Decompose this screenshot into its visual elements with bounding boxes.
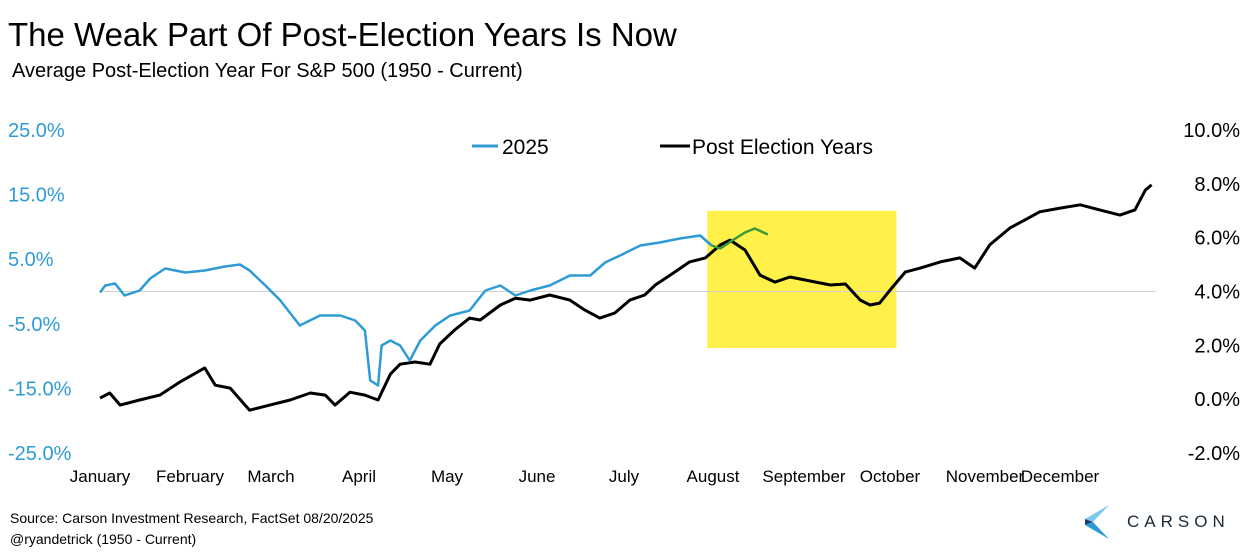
chart-subtitle: Average Post-Election Year For S&P 500 (… — [12, 60, 523, 82]
x-tick-label: May — [431, 467, 464, 486]
y-right-tick-label: 2.0% — [1194, 335, 1240, 357]
y-right-tick-label: 4.0% — [1194, 282, 1240, 304]
legend-label-post-election: Post Election Years — [692, 136, 873, 159]
x-tick-label: July — [609, 467, 640, 486]
y-right-tick-label: 8.0% — [1194, 174, 1240, 196]
y-left-tick-label: -5.0% — [8, 314, 60, 336]
y-left-tick-label: 5.0% — [8, 249, 54, 271]
y-left-tick-label: 25.0% — [8, 120, 65, 142]
carson-logo-icon — [1085, 505, 1109, 539]
x-tick-label: June — [519, 467, 556, 486]
x-tick-label: February — [156, 467, 225, 486]
x-tick-label: April — [342, 467, 376, 486]
x-tick-label: October — [860, 467, 921, 486]
x-tick-label: March — [247, 467, 294, 486]
line-chart: 25.0% 15.0% 5.0% -5.0% -15.0% -25.0% 10.0% 8.0%… — [8, 120, 1240, 486]
chart-title: The Weak Part Of Post-Election Years Is … — [8, 16, 677, 53]
y-left-tick-label: -25.0% — [8, 443, 72, 465]
y-right-tick-label: 0.0% — [1194, 389, 1240, 411]
y-right-tick-label: -2.0% — [1188, 443, 1240, 465]
legend-label-2025: 2025 — [502, 136, 549, 159]
series-line-2025 — [99, 234, 713, 387]
series-line-2025-recent — [711, 227, 769, 250]
x-tick-label: September — [762, 467, 845, 486]
source-note: Source: Carson Investment Research, Fact… — [10, 510, 374, 526]
series-line-post-election-years — [99, 183, 1153, 412]
x-tick-label: January — [70, 467, 131, 486]
author-handle: @ryandetrick (1950 - Current) — [10, 531, 197, 547]
carson-logo: CARSON — [1085, 505, 1230, 539]
y-left-tick-label: -15.0% — [8, 378, 72, 400]
x-tick-label: August — [687, 467, 740, 486]
x-tick-label: December — [1021, 467, 1100, 486]
x-tick-label: November — [946, 467, 1025, 486]
logo-text: CARSON — [1127, 512, 1230, 531]
y-right-tick-label: 6.0% — [1194, 228, 1240, 250]
y-right-tick-label: 10.0% — [1183, 120, 1240, 142]
y-left-tick-label: 15.0% — [8, 185, 65, 207]
